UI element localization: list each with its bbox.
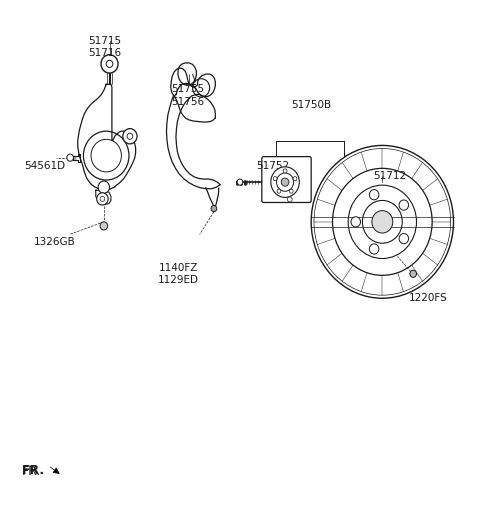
Circle shape (106, 60, 113, 67)
Circle shape (370, 190, 379, 200)
Circle shape (273, 177, 277, 181)
Text: 54561D: 54561D (24, 161, 65, 171)
Circle shape (101, 55, 118, 73)
Text: FR.: FR. (22, 465, 41, 478)
Text: 51755
51756: 51755 51756 (171, 84, 204, 107)
Circle shape (372, 211, 393, 233)
Text: 51750B: 51750B (291, 100, 331, 110)
Circle shape (289, 189, 293, 193)
Circle shape (276, 173, 294, 191)
Circle shape (100, 222, 108, 230)
Text: 51715
51716: 51715 51716 (88, 36, 121, 58)
Text: 1140FZ
1129ED: 1140FZ 1129ED (158, 263, 199, 285)
Circle shape (127, 133, 133, 140)
Circle shape (100, 196, 105, 201)
Circle shape (211, 205, 217, 212)
Text: 1326GB: 1326GB (34, 237, 75, 247)
FancyBboxPatch shape (262, 157, 311, 202)
Text: 51752: 51752 (257, 161, 290, 171)
Circle shape (96, 193, 108, 205)
Circle shape (281, 178, 289, 186)
FancyArrowPatch shape (50, 467, 59, 473)
Circle shape (277, 189, 281, 193)
Circle shape (399, 233, 408, 244)
Circle shape (67, 154, 73, 161)
Text: 1220FS: 1220FS (408, 293, 447, 303)
Circle shape (123, 129, 137, 144)
Circle shape (288, 197, 292, 202)
Circle shape (271, 167, 300, 197)
Circle shape (91, 140, 121, 172)
Circle shape (410, 270, 417, 278)
Circle shape (237, 179, 243, 185)
Text: FR.: FR. (22, 464, 45, 477)
Circle shape (351, 217, 360, 227)
Text: 51712: 51712 (373, 171, 406, 181)
Circle shape (283, 169, 287, 173)
Circle shape (98, 181, 109, 193)
Circle shape (399, 200, 408, 210)
Circle shape (293, 177, 297, 181)
Circle shape (370, 244, 379, 254)
